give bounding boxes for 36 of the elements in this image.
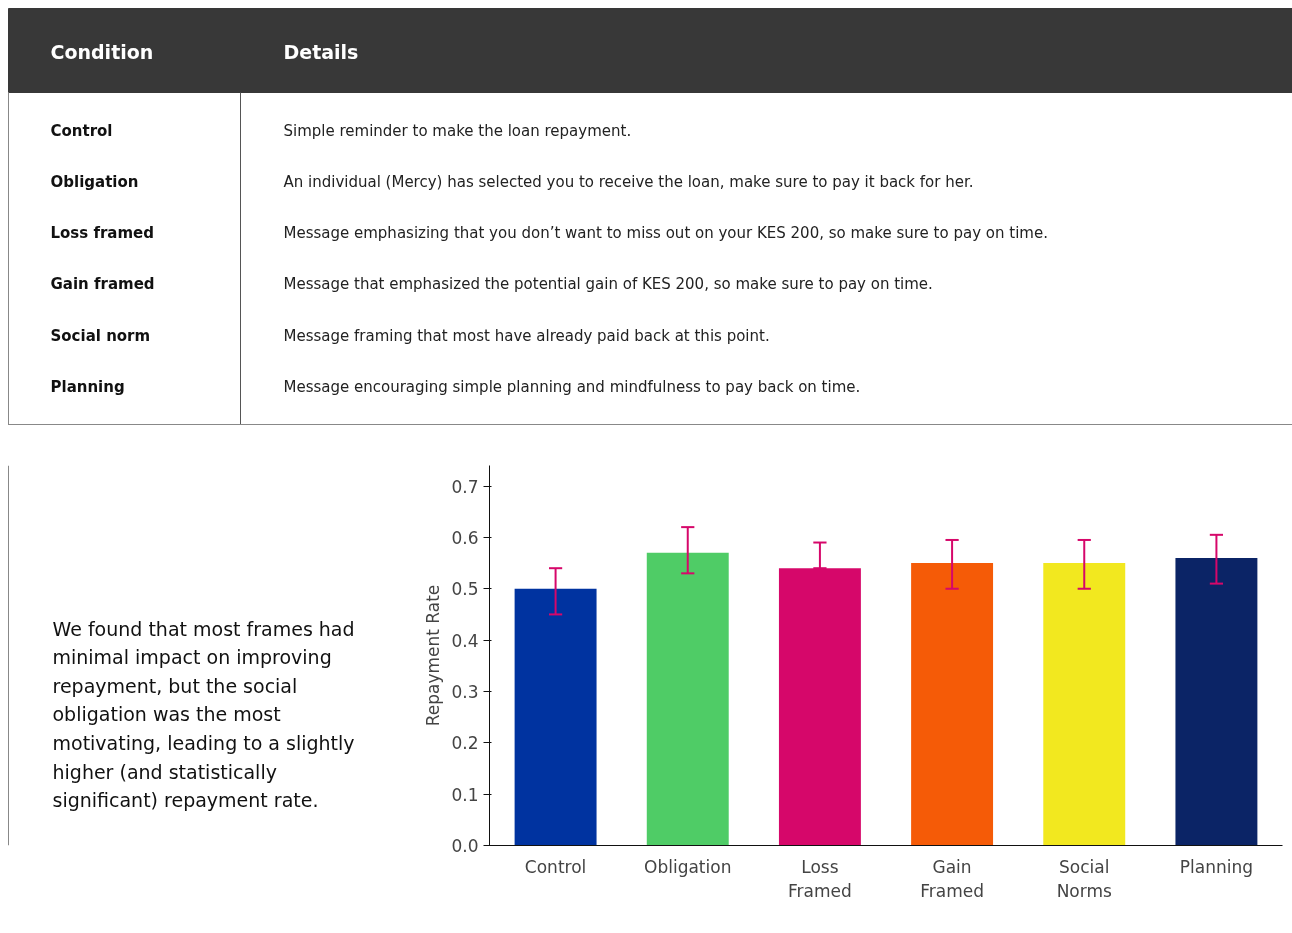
x-tick-label: Social Norms: [1056, 856, 1113, 901]
bar: [514, 588, 597, 846]
x-tick-label: Control: [524, 856, 587, 877]
text: Control: [50, 121, 113, 140]
text: An individual (Mercy) has selected you to receive the loan, make sure to pay it back for her.: [283, 172, 974, 191]
y-tick-label: 0.5: [451, 579, 479, 600]
bar: [646, 552, 729, 846]
bar: [1175, 557, 1258, 846]
text: Gain framed: [50, 275, 155, 294]
text: Message emphasizing that you don’t want to miss out on your KES 200, so make sure to pay on time.: [283, 224, 1048, 243]
y-tick-label: 0.7: [451, 476, 479, 497]
y-tick-label: 0.6: [451, 527, 479, 548]
x-tick-label: Obligation: [644, 856, 732, 877]
y-tick-label: 0.2: [451, 733, 479, 754]
y-tick-label: 0.3: [451, 681, 479, 702]
text: Details: [283, 40, 359, 63]
x-tick-label: Gain Framed: [920, 856, 984, 901]
text: Condition: [50, 40, 154, 63]
x-tick-label: Planning: [1179, 856, 1254, 877]
text: Message encouraging simple planning and mindfulness to pay back on time.: [283, 378, 861, 396]
text: Social norm: [50, 326, 151, 345]
x-tick-label: Loss Framed: [788, 856, 852, 901]
bar: [911, 563, 994, 846]
y-tick-label: 0.4: [451, 630, 479, 651]
text: Planning: [50, 378, 125, 396]
text: Obligation: [50, 172, 139, 191]
y-axis-title: Repayment Rate: [423, 584, 444, 727]
y-tick-label: 0.1: [451, 784, 479, 805]
bar: [778, 568, 861, 846]
bar: [1043, 563, 1126, 846]
text: Simple reminder to make the loan repayment.: [283, 121, 632, 140]
text: Message that emphasized the potential gain of KES 200, so make sure to pay on time.: [283, 275, 933, 294]
text: Loss framed: [50, 224, 155, 243]
text: We found that most frames had minimal impact on improving repayment, but the social obligation was the most motivating, leading to a slightly higher (and statistically significant) repayment rate.: [52, 617, 355, 812]
text: Message framing that most have already paid back at this point.: [283, 326, 770, 345]
y-tick-label: 0.0: [451, 836, 479, 856]
